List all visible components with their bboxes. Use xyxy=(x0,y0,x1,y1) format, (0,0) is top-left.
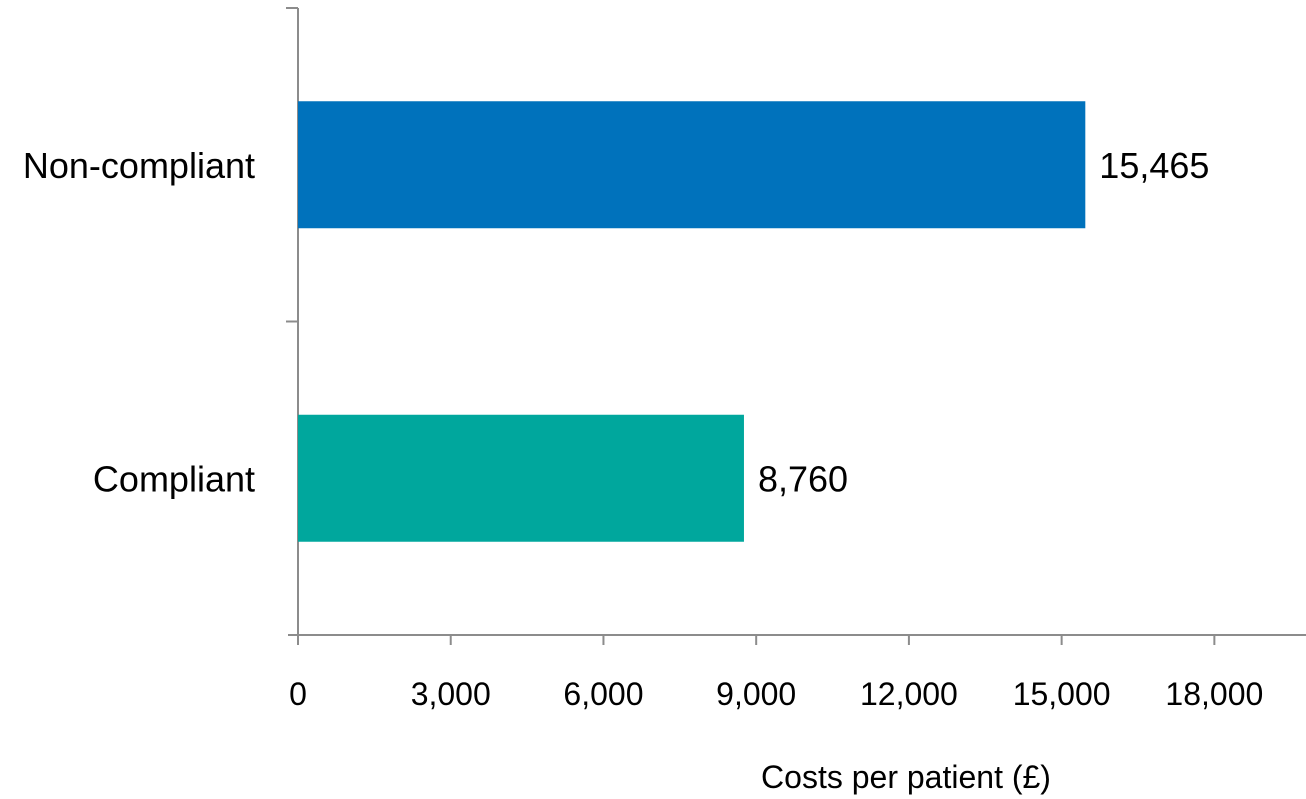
x-tick-label: 0 xyxy=(289,676,307,712)
x-tick-label: 9,000 xyxy=(716,676,796,712)
bar-non-compliant xyxy=(298,101,1086,229)
bar-compliant xyxy=(298,414,744,542)
x-axis-title: Costs per patient (£) xyxy=(761,759,1051,795)
x-tick-label: 12,000 xyxy=(860,676,958,712)
x-tick-label: 3,000 xyxy=(411,676,491,712)
data-label: 8,760 xyxy=(758,458,848,499)
category-label: Non-compliant xyxy=(23,145,255,186)
x-tick-label: 6,000 xyxy=(563,676,643,712)
plot-area: 0 3,000 6,000 9,000 12,000 15,000 18,000 15,465… xyxy=(23,7,1306,712)
x-tick-label: 18,000 xyxy=(1165,676,1263,712)
data-label: 15,465 xyxy=(1099,145,1209,186)
category-label: Compliant xyxy=(93,458,255,499)
x-tick-label: 15,000 xyxy=(1013,676,1111,712)
